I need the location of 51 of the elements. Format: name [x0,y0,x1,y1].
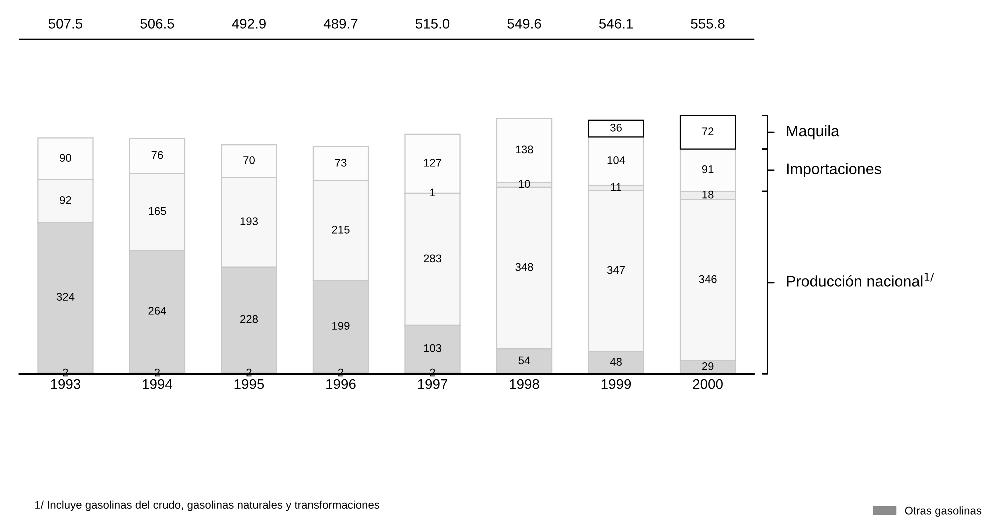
data-label: 127 [424,159,442,167]
text: 489.7 [324,19,358,29]
data-label: 48 [610,358,622,366]
data-label: 103 [424,344,442,352]
text: 507.5 [48,19,83,29]
text: Maquila [787,125,840,140]
x-tick-label: 1995 [234,379,264,390]
data-label: 228 [240,315,258,324]
data-label: 215 [332,226,350,234]
x-tick-label: 1998 [510,379,540,390]
data-label: 199 [332,322,350,330]
x-tick-label: 1993 [51,379,81,390]
data-label: 193 [240,218,258,226]
x-tick-label: 1994 [143,379,173,390]
legend-label: Otras gasolinas [905,506,982,517]
data-label: 324 [56,293,75,301]
data-label: 92 [60,196,72,204]
data-label: 36 [610,124,622,132]
data-label: 10 [519,180,530,188]
data-label: 138 [516,146,534,154]
x-tick-label: 1999 [602,379,632,390]
data-label: 264 [148,307,166,315]
text: 506.5 [140,19,174,29]
data-label: 18 [702,190,714,199]
data-label: 54 [518,356,530,365]
text: 1/ Incluye gasolinas del crudo, gasolinas naturales y transformaciones [36,500,380,512]
data-label: 348 [516,263,534,272]
text: 546.1 [599,19,633,29]
x-tick-label: 1996 [326,379,356,390]
data-label: 76 [152,151,164,160]
data-label: 72 [702,128,714,136]
data-label: 1 [430,188,436,197]
text: 515.0 [416,19,450,29]
x-tick-label: 1997 [418,379,448,390]
data-label: 91 [702,166,714,174]
x-tick-label: 2000 [693,379,723,390]
data-label: 347 [607,266,625,274]
text: 549.6 [508,19,542,29]
data-label: 29 [702,362,714,370]
text: 555.8 [691,19,725,29]
data-label: 283 [424,254,442,263]
data-label: 11 [611,183,622,191]
text: 492.9 [232,19,266,29]
data-label: 165 [149,207,166,216]
text: Producción nacional$^{1/}$ [787,273,934,287]
data-label: 104 [608,156,626,164]
text: Importaciones [787,163,882,178]
data-label: 70 [244,156,255,164]
data-label: 73 [335,159,347,167]
data-label: 346 [699,275,717,284]
data-label: 90 [60,154,72,162]
